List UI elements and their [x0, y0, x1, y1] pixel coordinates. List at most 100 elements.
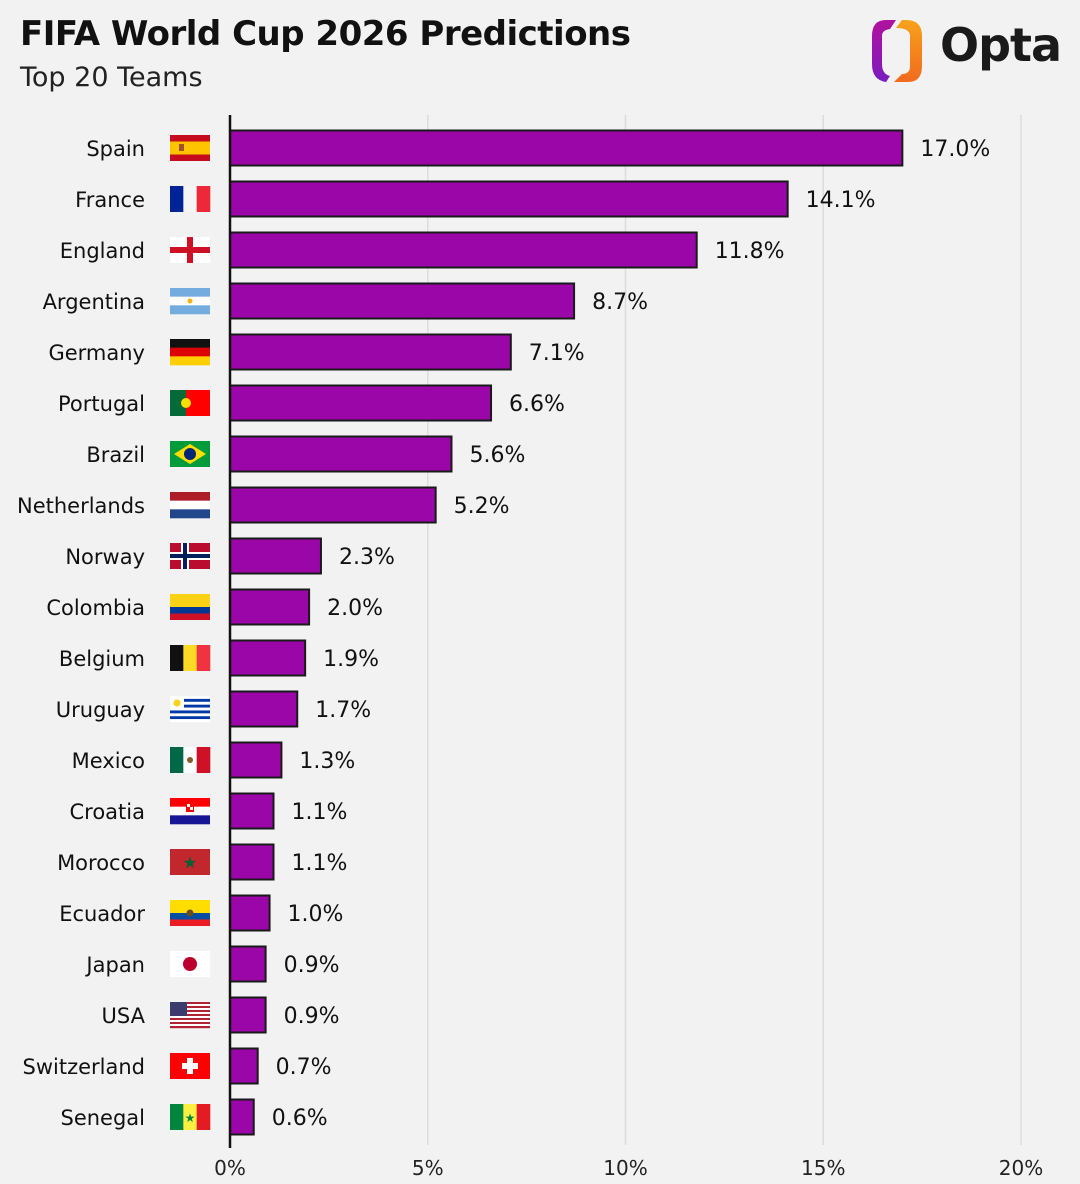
team-label: Netherlands [17, 494, 145, 518]
bar [229, 588, 311, 626]
bar-row: Uruguay 1.7% [56, 690, 371, 728]
team-label: Mexico [72, 749, 145, 773]
team-label: England [60, 239, 145, 263]
flag-morocco-icon: ★ [170, 849, 210, 875]
flag-ecuador-icon [170, 900, 210, 926]
value-label: 1.7% [315, 698, 371, 723]
flag-france-icon [170, 186, 211, 212]
bar [229, 1098, 255, 1136]
bar-row: Spain 17.0% [86, 129, 990, 167]
flag-portugal-icon [170, 390, 210, 416]
value-label: 17.0% [920, 137, 990, 162]
value-label: 0.9% [284, 1004, 340, 1029]
team-label: Brazil [86, 443, 145, 467]
team-label: Belgium [59, 647, 145, 671]
value-label: 0.7% [276, 1055, 332, 1080]
bar [229, 945, 267, 983]
team-label: Portugal [58, 392, 145, 416]
value-label: 5.2% [454, 494, 510, 519]
flag-argentina-icon [170, 288, 210, 315]
value-label: 0.9% [284, 953, 340, 978]
flag-colombia-icon [170, 594, 210, 620]
flag-netherlands-icon [170, 492, 210, 519]
team-label: Ecuador [59, 902, 145, 926]
bar [229, 333, 512, 371]
bar-row: England 11.8% [60, 231, 785, 269]
value-label: 1.3% [299, 749, 355, 774]
bar-row: USA 0.9% [102, 996, 340, 1034]
x-tick-label: 0% [214, 1156, 246, 1180]
value-label: 0.6% [272, 1106, 328, 1131]
bar [229, 486, 437, 524]
bar-row: Ecuador 1.0% [59, 894, 344, 932]
value-label: 1.9% [323, 647, 379, 672]
team-label: France [75, 188, 145, 212]
bar-row: Morocco ★ 1.1% [57, 843, 348, 881]
value-label: 1.0% [288, 902, 344, 927]
team-label: Colombia [46, 596, 145, 620]
chart-title: FIFA World Cup 2026 Predictions [20, 14, 631, 54]
bar-row: Mexico 1.3% [72, 741, 355, 779]
svg-text:★: ★ [185, 1111, 196, 1125]
value-label: 1.1% [292, 800, 348, 825]
team-label: Morocco [57, 851, 145, 875]
bar-row: Japan 0.9% [84, 945, 340, 983]
value-label: 7.1% [529, 341, 585, 366]
flag-belgium-icon [170, 645, 211, 671]
flag-switzerland-icon [170, 1053, 210, 1079]
bar [229, 792, 275, 830]
bar [229, 180, 789, 218]
bar-row: Portugal 6.6% [58, 384, 565, 422]
team-label: Uruguay [56, 698, 145, 722]
bar-row: Belgium 1.9% [59, 639, 379, 677]
bar [229, 741, 283, 779]
flag-uruguay-icon [170, 696, 210, 723]
team-label: Argentina [43, 290, 145, 314]
value-label: 5.6% [469, 443, 525, 468]
flag-brazil-icon [170, 441, 210, 467]
opta-logo-text: Opta [940, 18, 1062, 72]
opta-logo-icon [872, 20, 922, 82]
value-label: 1.1% [292, 851, 348, 876]
bar [229, 843, 275, 881]
opta-logo: Opta [866, 16, 1062, 86]
flag-senegal-icon: ★ [170, 1104, 211, 1130]
bar-row: Colombia 2.0% [46, 588, 383, 626]
flag-croatia-icon [170, 798, 210, 825]
bar [229, 1047, 259, 1085]
value-label: 8.7% [592, 290, 648, 315]
value-label: 6.6% [509, 392, 565, 417]
x-tick-label: 5% [412, 1156, 444, 1180]
value-label: 14.1% [806, 188, 876, 213]
bar-row: Croatia 1.1% [70, 792, 348, 830]
bar [229, 894, 271, 932]
flag-usa-icon [170, 1002, 210, 1029]
team-label: Spain [86, 137, 145, 161]
svg-text:★: ★ [183, 853, 197, 872]
team-label: Germany [48, 341, 145, 365]
bar [229, 384, 493, 422]
flag-germany-icon [170, 339, 210, 366]
team-label: Japan [84, 953, 145, 977]
flag-spain-icon [170, 135, 210, 161]
team-label: USA [102, 1004, 146, 1028]
bar-row: France 14.1% [75, 180, 876, 218]
x-tick-label: 10% [603, 1156, 647, 1180]
value-label: 11.8% [715, 239, 785, 264]
flag-england-icon [170, 237, 210, 263]
value-label: 2.0% [327, 596, 383, 621]
flag-norway-icon [170, 543, 210, 569]
bar [229, 996, 267, 1034]
bar [229, 231, 698, 269]
value-label: 2.3% [339, 545, 395, 570]
bar [229, 282, 576, 320]
flag-mexico-icon [170, 747, 211, 773]
x-tick-label: 15% [801, 1156, 845, 1180]
team-label: Norway [65, 545, 145, 569]
bar [229, 537, 322, 575]
bar [229, 435, 453, 473]
team-label: Senegal [60, 1106, 145, 1130]
bar-row: Senegal ★ 0.6% [60, 1098, 328, 1136]
bar-row: Argentina 8.7% [43, 282, 648, 320]
